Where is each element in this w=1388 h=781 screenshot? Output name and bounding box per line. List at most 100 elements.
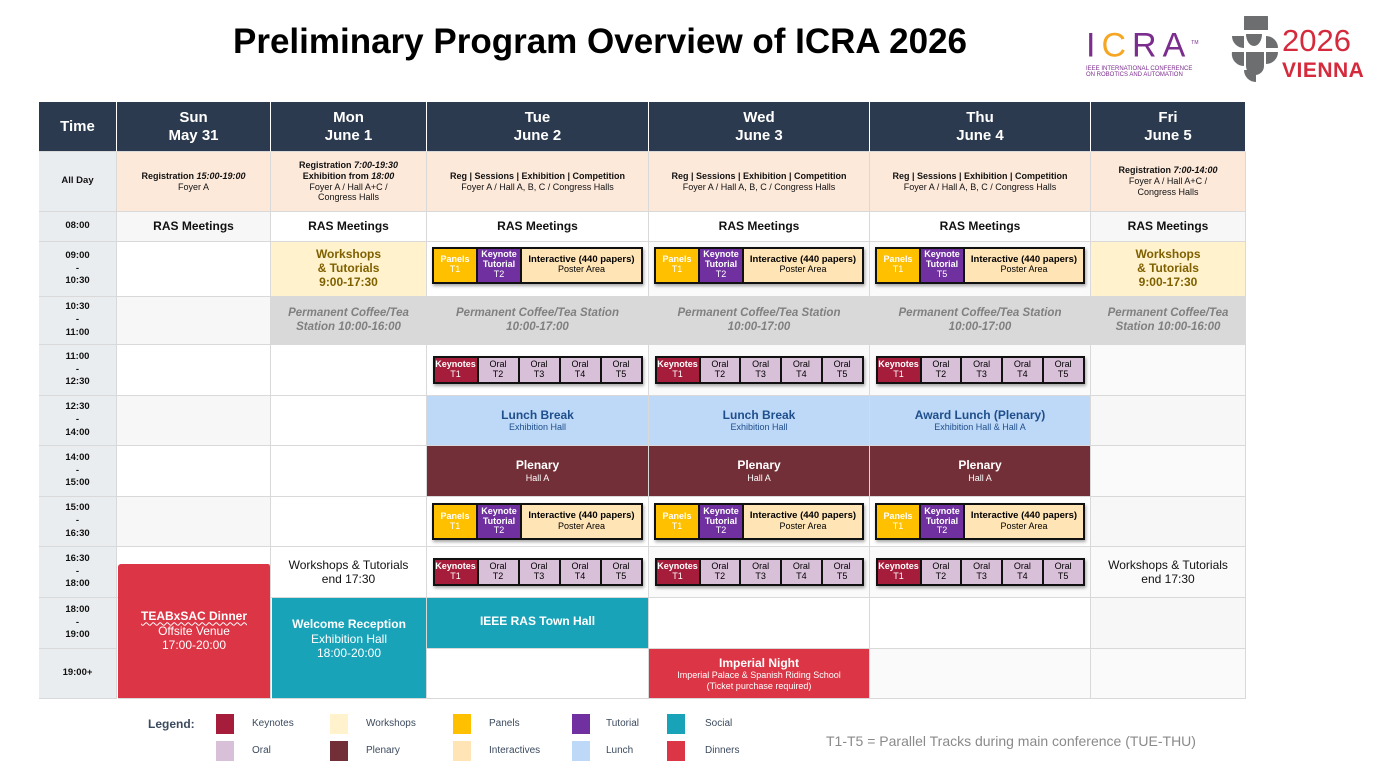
track-panels-t1[interactable]: Panels T1 [434,248,478,282]
schedule-cell-coffee[interactable]: Permanent Coffee/Tea Station 10:00-17:00 [649,297,870,345]
event-label: Exhibition from [302,170,372,181]
track-tutorial-t2[interactable]: Keynote Tutorial T2 [478,248,522,282]
track-oral-t3[interactable]: Oral T3 [962,358,1003,382]
schedule-cell-ras[interactable]: RAS Meetings [271,212,427,242]
schedule-cell-orals[interactable]: Keynotes T1 Oral T2 Oral T3 Oral T4 Oral T5 [427,345,649,396]
keynotes-title: Keynotes [878,561,919,572]
welcome-reception-event[interactable]: Welcome Reception Exhibition Hall 18:00-20… [272,598,427,699]
schedule-cell-ras[interactable]: RAS Meetings [427,212,649,242]
schedule-cell-lunch[interactable]: Lunch Break Exhibition Hall [649,396,870,446]
track-oral-t2[interactable]: Oral T2 [921,560,963,584]
track-oral-t4[interactable]: Oral T4 [1003,358,1044,382]
track-oral-t2[interactable]: Oral T2 [478,358,520,382]
track-interactive-poster-area[interactable]: Interactive (440 papers) Poster Area [965,248,1083,282]
track-oral-t5[interactable]: Oral T5 [822,560,862,584]
track-oral-t4[interactable]: Oral T4 [782,358,823,382]
track-panels-t1[interactable]: Panels T1 [877,248,921,282]
schedule-cell-lunch[interactable]: Award Lunch (Plenary) Exhibition Hall & H… [870,396,1091,446]
schedule-cell-orals[interactable]: Keynotes T1 Oral T2 Oral T3 Oral T4 Oral T5 [427,547,649,598]
event-time: 15:00-19:00 [196,170,246,181]
track-oral-t5[interactable]: Oral T5 [601,560,641,584]
track-oral-t4[interactable]: Oral T4 [560,358,602,382]
track-label: T1 [449,520,461,531]
track-tutorial-t2[interactable]: Keynote Tutorial T2 [478,505,522,538]
schedule-cell-ras[interactable]: RAS Meetings [1091,212,1246,242]
schedule-cell-sessions[interactable]: Panels T1 Keynote Tutorial T2 Interactive (4… [427,242,649,297]
track-tutorial-t5[interactable]: Keynote Tutorial T5 [921,248,965,282]
event-text: Permanent Coffee/Tea Station 10:00-17:00 [456,306,619,333]
schedule-cell-lunch[interactable]: Lunch Break Exhibition Hall [427,396,649,446]
track-panels-t1[interactable]: Panels T1 [434,505,478,538]
track-label: T2 [935,369,947,379]
track-oral-t4[interactable]: Oral T4 [560,560,602,584]
track-oral-t2[interactable]: Oral T2 [921,358,963,382]
schedule-cell-sessions[interactable]: Panels T1 Keynote Tutorial T2 Interactive (4… [427,497,649,547]
track-keynotes-t1[interactable]: Keynotes T1 [434,560,479,584]
track-keynotes-t1[interactable]: Keynotes T1 [656,560,701,584]
schedule-cell-plenary[interactable]: Plenary Hall A [649,446,870,497]
track-panels-t1[interactable]: Panels T1 [656,248,700,282]
schedule-cell-sessions[interactable]: Panels T1 Keynote Tutorial T2 Interactive (4… [870,497,1091,547]
schedule-cell-coffee[interactable]: Permanent Coffee/Tea Station 10:00-16:00 [271,297,427,345]
schedule-cell-coffee[interactable]: Permanent Coffee/Tea Station 10:00-17:00 [870,297,1091,345]
track-tutorial-t2[interactable]: Keynote Tutorial T2 [921,505,965,538]
schedule-cell-coffee[interactable]: Permanent Coffee/Tea Station 10:00-17:00 [427,297,649,345]
schedule-cell-note[interactable]: Workshops & Tutorials end 17:30 [271,547,427,598]
schedule-cell-plenary[interactable]: Plenary Hall A [427,446,649,497]
schedule-cell-orals[interactable]: Keynotes T1 Oral T2 Oral T3 Oral T4 Oral T5 [649,547,870,598]
track-oral-t5[interactable]: Oral T5 [1043,358,1083,382]
track-label: T1 [892,520,904,531]
schedule-cell-orals[interactable]: Keynotes T1 Oral T2 Oral T3 Oral T4 Oral T5 [870,547,1091,598]
schedule-cell-allday[interactable]: Reg | Sessions | Exhibition | Competitio… [649,152,870,212]
schedule-cell-ras[interactable]: RAS Meetings [649,212,870,242]
track-tutorial-t2[interactable]: Keynote Tutorial T2 [700,248,744,282]
schedule-cell-note[interactable]: Workshops & Tutorials end 17:30 [1091,547,1246,598]
track-interactive-poster-area[interactable]: Interactive (440 papers) Poster Area [744,505,862,538]
schedule-cell-workshop[interactable]: Workshops & Tutorials 9:00-17:30 [271,242,427,297]
oral-title: Oral [833,561,851,572]
track-panels-t1[interactable]: Panels T1 [656,505,700,538]
track-panels-t1[interactable]: Panels T1 [877,505,921,538]
track-oral-t3[interactable]: Oral T3 [741,560,782,584]
schedule-cell-allday[interactable]: Registration 15:00-19:00 Foyer A [117,152,271,212]
track-oral-t2[interactable]: Oral T2 [700,358,742,382]
schedule-cell-sessions[interactable]: Panels T1 Keynote Tutorial T2 Interactive (4… [649,242,870,297]
schedule-cell-plenary[interactable]: Plenary Hall A [870,446,1091,497]
schedule-cell-ras[interactable]: RAS Meetings [117,212,271,242]
track-interactive-poster-area[interactable]: Interactive (440 papers) Poster Area [965,505,1083,538]
teabxsac-dinner-event[interactable]: TEABxSAC Dinner Offsite Venue 17:00-20:00 [118,564,271,699]
track-keynotes-t1[interactable]: Keynotes T1 [877,560,922,584]
track-interactive-poster-area[interactable]: Interactive (440 papers) Poster Area [522,505,641,538]
track-tutorial-t2[interactable]: Keynote Tutorial T2 [700,505,744,538]
track-oral-t5[interactable]: Oral T5 [1043,560,1083,584]
track-oral-t3[interactable]: Oral T3 [519,358,561,382]
schedule-cell-ras[interactable]: RAS Meetings [870,212,1091,242]
track-oral-t4[interactable]: Oral T4 [1003,560,1044,584]
schedule-cell-social[interactable]: IEEE RAS Town Hall [427,598,649,649]
track-keynotes-t1[interactable]: Keynotes T1 [656,358,701,382]
track-oral-t5[interactable]: Oral T5 [601,358,641,382]
track-oral-t2[interactable]: Oral T2 [478,560,520,584]
track-oral-t2[interactable]: Oral T2 [700,560,742,584]
track-oral-t3[interactable]: Oral T3 [962,560,1003,584]
track-oral-t3[interactable]: Oral T3 [519,560,561,584]
track-oral-t5[interactable]: Oral T5 [822,358,862,382]
schedule-cell-dinner[interactable]: Imperial Night Imperial Palace & Spanish … [649,649,870,699]
track-oral-t3[interactable]: Oral T3 [741,358,782,382]
schedule-cell-orals[interactable]: Keynotes T1 Oral T2 Oral T3 Oral T4 Oral T5 [870,345,1091,396]
track-interactive-poster-area[interactable]: Interactive (440 papers) Poster Area [744,248,862,282]
schedule-cell-orals[interactable]: Keynotes T1 Oral T2 Oral T3 Oral T4 Oral T5 [649,345,870,396]
track-oral-t4[interactable]: Oral T4 [782,560,823,584]
track-interactive-poster-area[interactable]: Interactive (440 papers) Poster Area [522,248,641,282]
event-line: Reg | Sessions | Exhibition | Competitio… [892,171,1067,182]
schedule-cell-allday[interactable]: Registration 7:00-19:30 Exhibition from 1… [271,152,427,212]
schedule-cell-coffee[interactable]: Permanent Coffee/Tea Station 10:00-16:00 [1091,297,1246,345]
track-keynotes-t1[interactable]: Keynotes T1 [434,358,479,382]
schedule-cell-sessions[interactable]: Panels T1 Keynote Tutorial T5 Interactive (4… [870,242,1091,297]
schedule-cell-workshop[interactable]: Workshops & Tutorials 9:00-17:30 [1091,242,1246,297]
schedule-cell-sessions[interactable]: Panels T1 Keynote Tutorial T2 Interactive (4… [649,497,870,547]
schedule-cell-allday[interactable]: Reg | Sessions | Exhibition | Competitio… [870,152,1091,212]
schedule-cell-allday[interactable]: Registration 7:00-14:00 Foyer A / Hall A+… [1091,152,1246,212]
track-keynotes-t1[interactable]: Keynotes T1 [877,358,922,382]
schedule-cell-allday[interactable]: Reg | Sessions | Exhibition | Competitio… [427,152,649,212]
